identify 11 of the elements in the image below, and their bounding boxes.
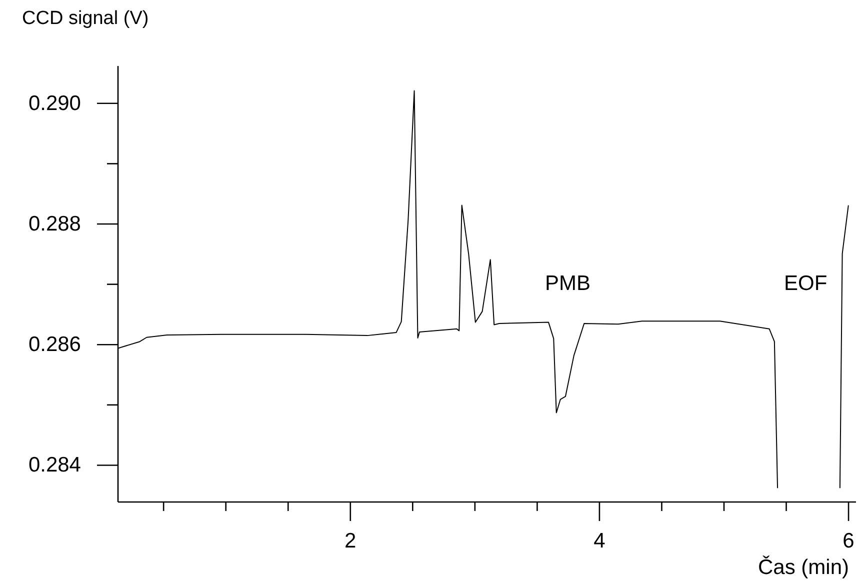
y-axis-title: CCD signal (V) xyxy=(22,8,149,30)
y-tick-label: 0.284 xyxy=(28,454,82,477)
y-tick-label: 0.288 xyxy=(28,212,81,236)
annotation: PMB xyxy=(545,272,591,296)
y-tick-label: 0.290 xyxy=(28,92,81,115)
y-tick-label: 0.286 xyxy=(28,333,81,356)
x-axis-title: Čas (min) xyxy=(758,556,849,580)
annotation: EOF xyxy=(784,272,828,296)
x-tick-label: 6 xyxy=(842,530,854,552)
x-tick-label: 2 xyxy=(344,530,356,552)
x-tick-label: 4 xyxy=(594,530,606,552)
